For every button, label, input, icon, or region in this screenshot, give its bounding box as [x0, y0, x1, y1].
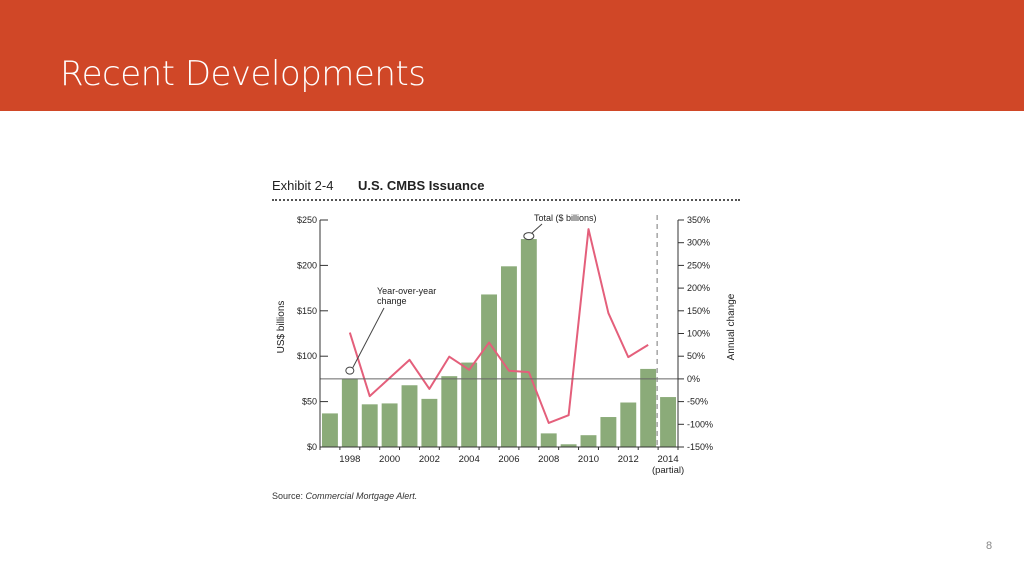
source-prefix: Source: — [272, 491, 304, 501]
axes-layer: $0 $50 $100 $150 $200 $250 -150% -100% -50% 0% 50%… — [297, 215, 713, 476]
y-tick-label: $50 — [302, 397, 317, 407]
yoy-callout-line-1: Year-over-year — [377, 286, 436, 296]
yoy-change-line — [348, 228, 649, 424]
bar-2005 — [481, 294, 498, 447]
x-tick-label: 2006 — [498, 454, 519, 465]
yoy-callout-line-2: change — [377, 296, 407, 306]
total-callout-marker — [523, 232, 535, 241]
slide-title: Recent Developments — [60, 54, 426, 94]
x-tick-label: 2010 — [578, 454, 599, 465]
bars-layer — [321, 239, 677, 447]
y2-tick-label: -100% — [687, 419, 713, 429]
y2-tick-label: 300% — [687, 238, 710, 248]
y2-tick-label: 350% — [687, 215, 710, 225]
bar-2008 — [540, 433, 557, 447]
bar-2004 — [461, 362, 478, 447]
x-tick-label: 1998 — [339, 454, 360, 465]
y2-tick-label: 100% — [687, 329, 710, 339]
y2-tick-label: -50% — [687, 397, 708, 407]
y-tick-label: $150 — [297, 306, 317, 316]
y2-tick-label: 200% — [687, 283, 710, 293]
total-series-callout: Total ($ billions) — [534, 213, 597, 223]
yoy-series-callout: Year-over-year change — [377, 286, 436, 306]
y2-tick-label: 250% — [687, 260, 710, 270]
line-layer — [348, 228, 649, 424]
bar-1999 — [361, 404, 378, 447]
total-callout-leader — [531, 223, 543, 234]
x-tick-label: 2004 — [459, 454, 480, 465]
bar-2007 — [520, 239, 537, 447]
bar-1998 — [341, 378, 358, 447]
bar-2006 — [500, 266, 517, 447]
bar-2003 — [441, 376, 458, 447]
page-number: 8 — [986, 540, 993, 552]
y2-axis-title: Annual change — [726, 293, 737, 360]
yoy-callout-leader — [352, 307, 385, 368]
y-tick-label: $0 — [307, 442, 317, 452]
x-tick-label: 2012 — [618, 454, 639, 465]
x-tick-sublabel: (partial) — [652, 465, 684, 476]
x-tick-label: 2002 — [419, 454, 440, 465]
exhibit-divider — [272, 199, 740, 201]
y-axis-title: US$ billions — [276, 301, 287, 354]
x-tick-label: 2000 — [379, 454, 400, 465]
y2-tick-label: -150% — [687, 442, 713, 452]
exhibit-title: U.S. CMBS Issuance — [358, 178, 485, 193]
bar-2010 — [580, 435, 597, 447]
bar-2002 — [421, 398, 438, 447]
x-tick-label: 2008 — [538, 454, 559, 465]
bar-2000 — [381, 403, 398, 447]
labels-layer: US$ billions Annual change Total ($ bill… — [276, 213, 737, 375]
source-name: Commercial Mortgage Alert. — [305, 491, 418, 501]
source-line: Source: Commercial Mortgage Alert. — [272, 491, 417, 501]
yoy-callout-marker — [345, 366, 355, 375]
cmbs-issuance-chart: $0 $50 $100 $150 $200 $250 -150% -100% -50% 0% 50%… — [276, 213, 737, 476]
bar-1997 — [321, 413, 338, 447]
title-bar — [0, 0, 1024, 111]
bar-2001 — [401, 385, 418, 447]
y-tick-label: $100 — [297, 351, 317, 361]
x-tick-label: 2014 — [657, 454, 678, 465]
bar-2013 — [640, 368, 657, 447]
y2-tick-label: 50% — [687, 351, 705, 361]
bar-2009 — [560, 444, 577, 447]
bar-2012 — [620, 402, 637, 447]
y2-tick-label: 0% — [687, 374, 700, 384]
bar-2014 — [660, 397, 677, 447]
exhibit-label: Exhibit 2-4 — [272, 178, 334, 193]
y2-tick-label: 150% — [687, 306, 710, 316]
y-tick-label: $250 — [297, 215, 317, 225]
y-tick-label: $200 — [297, 260, 317, 270]
bar-2011 — [600, 417, 617, 447]
